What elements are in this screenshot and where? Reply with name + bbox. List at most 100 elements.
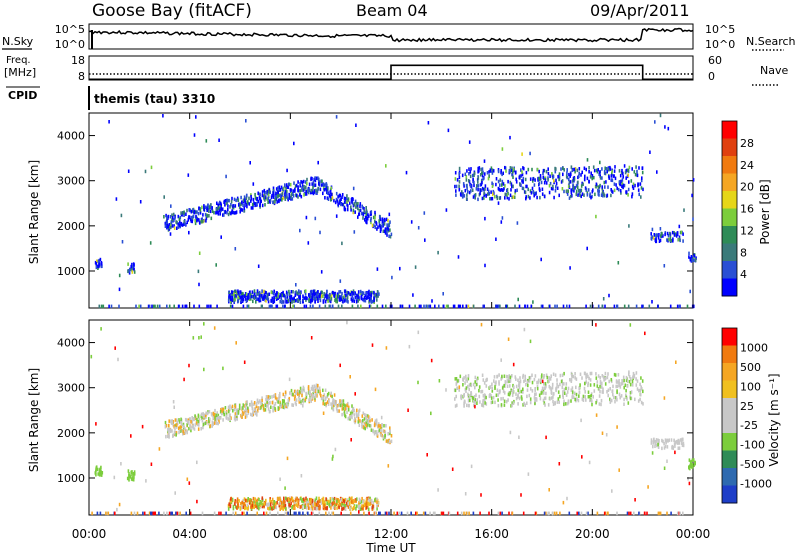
echo-cell (365, 416, 368, 420)
echo-cell (330, 294, 333, 298)
echo-cell (597, 192, 600, 196)
echo-cell (361, 291, 364, 295)
echo-cell (238, 202, 240, 207)
echo-cell (308, 293, 310, 297)
echo-cell (257, 264, 260, 268)
echo-cell (198, 282, 200, 287)
echo-cell (234, 297, 237, 302)
echo-cell (613, 372, 616, 377)
echo-cell (526, 401, 528, 405)
echo-cell (525, 382, 527, 387)
echo-cell (578, 171, 580, 176)
echo-cell (120, 462, 122, 466)
echo-cell (318, 304, 321, 309)
echo-cell (595, 214, 597, 219)
echo-cell (276, 397, 278, 401)
echo-cell (319, 388, 321, 393)
echo-cell (609, 397, 611, 402)
echo-cell (481, 171, 483, 175)
echo-cell (266, 191, 269, 196)
echo-cell (163, 215, 165, 219)
echo-cell (326, 393, 329, 397)
echo-cell (635, 165, 637, 169)
echo-cell (606, 193, 609, 198)
echo-cell (611, 178, 613, 182)
echo-cell (370, 498, 373, 503)
echo-cell (247, 505, 250, 509)
echo-cell (170, 225, 172, 230)
echo-cell (340, 297, 343, 302)
echo-cell (198, 417, 201, 422)
echo-cell (293, 181, 295, 185)
echo-cell (333, 500, 336, 505)
echo-cell (540, 375, 543, 379)
echo-cell (282, 507, 284, 511)
echo-cell (565, 189, 568, 194)
echo-cell (465, 386, 468, 390)
echo-cell (173, 304, 175, 309)
echo-cell (533, 191, 536, 196)
echo-cell (179, 429, 182, 433)
echo-cell (285, 299, 287, 304)
echo-cell (641, 379, 644, 383)
echo-cell (563, 399, 565, 403)
echo-cell (341, 412, 343, 417)
echo-cell (273, 289, 275, 294)
echo-cell (586, 158, 589, 162)
echo-cell (328, 502, 330, 507)
echo-cell (336, 294, 338, 299)
echo-cell (496, 304, 498, 309)
echo-cell (556, 382, 558, 386)
echo-cell (497, 304, 500, 309)
echo-cell (477, 170, 479, 174)
echo-cell (358, 501, 360, 505)
echo-cell (167, 427, 169, 432)
echo-cell (640, 376, 642, 380)
echo-cell (651, 227, 654, 232)
echo-cell (243, 506, 246, 511)
echo-cell (272, 409, 274, 413)
echo-cell (376, 304, 379, 309)
y-tick-label: 4000 (57, 337, 85, 350)
echo-cell (355, 297, 358, 301)
echo-cell (470, 464, 473, 469)
echo-cell (562, 172, 564, 177)
echo-cell (355, 205, 357, 209)
echo-cell (279, 498, 282, 503)
echo-cell (472, 195, 475, 199)
echo-cell (290, 195, 292, 200)
echo-cell (274, 393, 277, 397)
echo-cell (501, 172, 503, 177)
echo-cell (581, 376, 583, 380)
echo-cell (486, 377, 488, 382)
echo-cell (331, 192, 333, 197)
echo-cell (386, 233, 388, 237)
echo-cell (247, 293, 250, 297)
echo-cell (326, 505, 328, 510)
colorbar-swatch (722, 363, 737, 381)
echo-cell (495, 393, 498, 397)
echo-cell (233, 211, 236, 215)
echo-cell (290, 193, 292, 197)
echo-cell (462, 377, 464, 381)
echo-cell (305, 192, 308, 196)
echo-cell (650, 441, 653, 445)
echo-cell (336, 199, 339, 203)
echo-cell (654, 238, 657, 242)
echo-cell (622, 375, 625, 380)
echo-cell (500, 220, 503, 224)
echo-cell (616, 398, 618, 402)
echo-cell (538, 378, 540, 383)
echo-cell (472, 511, 475, 516)
echo-cell (336, 404, 339, 408)
echo-cell (455, 189, 457, 193)
echo-cell (615, 380, 618, 384)
echo-cell (196, 210, 198, 214)
echo-cell (503, 399, 506, 403)
echo-cell (480, 389, 482, 394)
echo-cell (522, 403, 524, 407)
echo-cell (226, 198, 228, 203)
echo-cell (517, 378, 519, 382)
echo-cell (389, 431, 391, 436)
echo-cell (241, 208, 244, 212)
